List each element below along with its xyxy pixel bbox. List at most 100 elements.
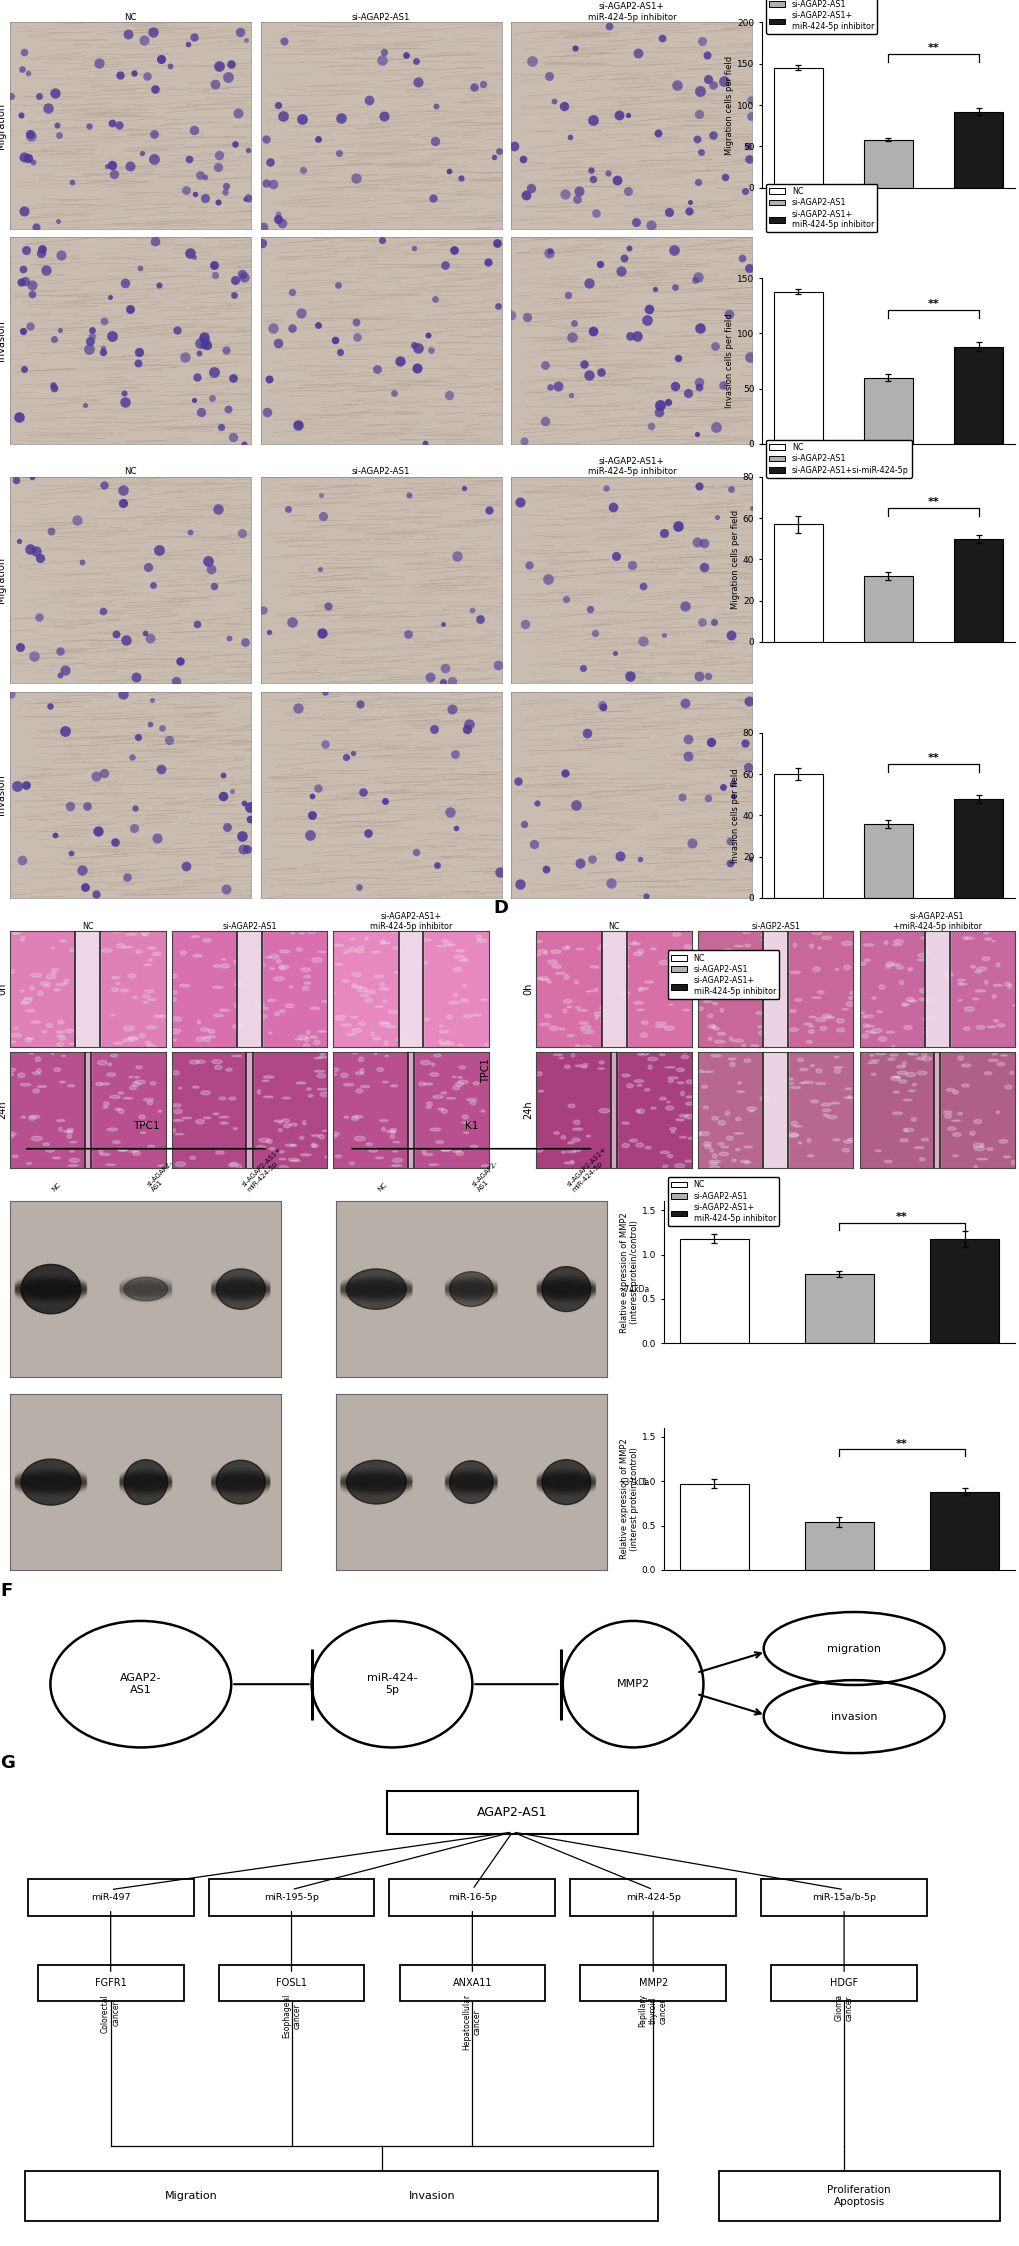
Ellipse shape	[145, 990, 154, 993]
Point	[540, 236, 556, 272]
Point	[204, 380, 220, 416]
Ellipse shape	[918, 997, 925, 999]
Ellipse shape	[303, 1044, 309, 1049]
Point	[409, 350, 425, 386]
Point	[443, 663, 460, 699]
Point	[42, 687, 58, 723]
Point	[13, 97, 30, 133]
Ellipse shape	[228, 1163, 236, 1168]
Point	[220, 620, 236, 656]
Ellipse shape	[369, 1148, 377, 1152]
Point	[461, 705, 477, 741]
Ellipse shape	[445, 1473, 497, 1489]
Ellipse shape	[221, 964, 229, 968]
Ellipse shape	[103, 1103, 109, 1105]
Point	[512, 867, 528, 903]
Point	[698, 36, 714, 72]
Ellipse shape	[634, 1080, 643, 1083]
Ellipse shape	[708, 1038, 711, 1040]
Ellipse shape	[824, 1015, 834, 1020]
Ellipse shape	[67, 1127, 73, 1132]
Text: miR-195-5p: miR-195-5p	[264, 1893, 319, 1902]
Point	[24, 144, 41, 180]
Point	[22, 117, 39, 153]
Ellipse shape	[463, 1015, 472, 1017]
Y-axis label: 0h: 0h	[0, 984, 7, 995]
Point	[583, 153, 599, 189]
Point	[28, 209, 44, 245]
Ellipse shape	[31, 1116, 40, 1119]
Ellipse shape	[65, 1029, 74, 1033]
Ellipse shape	[380, 1024, 389, 1026]
Point	[192, 326, 208, 362]
Ellipse shape	[826, 1116, 837, 1119]
Text: miR-424-
5p: miR-424- 5p	[366, 1673, 417, 1696]
Point	[567, 786, 583, 822]
Point	[580, 265, 596, 301]
Ellipse shape	[918, 1157, 924, 1161]
Point	[181, 514, 198, 550]
Ellipse shape	[6, 1132, 16, 1136]
Point	[584, 162, 600, 198]
Point	[515, 141, 531, 177]
Ellipse shape	[108, 1062, 111, 1067]
Point	[588, 195, 604, 231]
Ellipse shape	[213, 1015, 223, 1017]
Ellipse shape	[980, 1143, 983, 1148]
Ellipse shape	[445, 1276, 497, 1294]
Point	[519, 299, 535, 335]
Ellipse shape	[733, 1040, 743, 1042]
Point	[620, 229, 636, 265]
Point	[740, 141, 756, 177]
Point	[660, 193, 677, 229]
Point	[583, 840, 599, 876]
Ellipse shape	[129, 1085, 137, 1089]
Bar	[762, 932, 788, 1047]
Point	[81, 332, 97, 368]
Point	[115, 472, 131, 508]
Ellipse shape	[817, 990, 823, 993]
Point	[57, 714, 73, 750]
Ellipse shape	[836, 1020, 844, 1022]
Point	[690, 97, 706, 133]
Point	[211, 137, 227, 173]
Ellipse shape	[638, 988, 642, 993]
Point	[429, 847, 445, 883]
Ellipse shape	[119, 1476, 172, 1491]
Point	[121, 292, 138, 328]
Ellipse shape	[846, 1002, 853, 1006]
Point	[229, 94, 246, 130]
Ellipse shape	[340, 1282, 412, 1300]
Point	[582, 591, 598, 627]
Point	[491, 853, 507, 889]
Point	[680, 739, 696, 775]
Ellipse shape	[536, 1473, 595, 1489]
Bar	[246, 1051, 253, 1168]
Ellipse shape	[180, 950, 186, 955]
Ellipse shape	[11, 1033, 21, 1038]
Ellipse shape	[809, 943, 813, 948]
Ellipse shape	[574, 979, 578, 984]
Text: **: **	[926, 496, 938, 508]
Point	[502, 296, 519, 332]
Ellipse shape	[449, 1460, 492, 1503]
Ellipse shape	[541, 1267, 590, 1312]
Point	[99, 148, 115, 184]
Ellipse shape	[300, 1136, 304, 1139]
Point	[317, 674, 333, 710]
Point	[536, 402, 552, 438]
Point	[117, 384, 133, 420]
Ellipse shape	[388, 1011, 397, 1013]
Point	[452, 159, 469, 195]
Point	[46, 371, 62, 407]
Ellipse shape	[75, 1011, 79, 1013]
Ellipse shape	[973, 1119, 980, 1123]
Text: Hepatocellular
cancer: Hepatocellular cancer	[463, 1994, 482, 2051]
Ellipse shape	[365, 997, 372, 1002]
Text: MMP2: MMP2	[638, 1979, 667, 1988]
Ellipse shape	[975, 1026, 984, 1029]
Point	[409, 65, 425, 101]
Point	[689, 416, 705, 451]
Ellipse shape	[69, 1159, 79, 1163]
Ellipse shape	[306, 1031, 310, 1033]
